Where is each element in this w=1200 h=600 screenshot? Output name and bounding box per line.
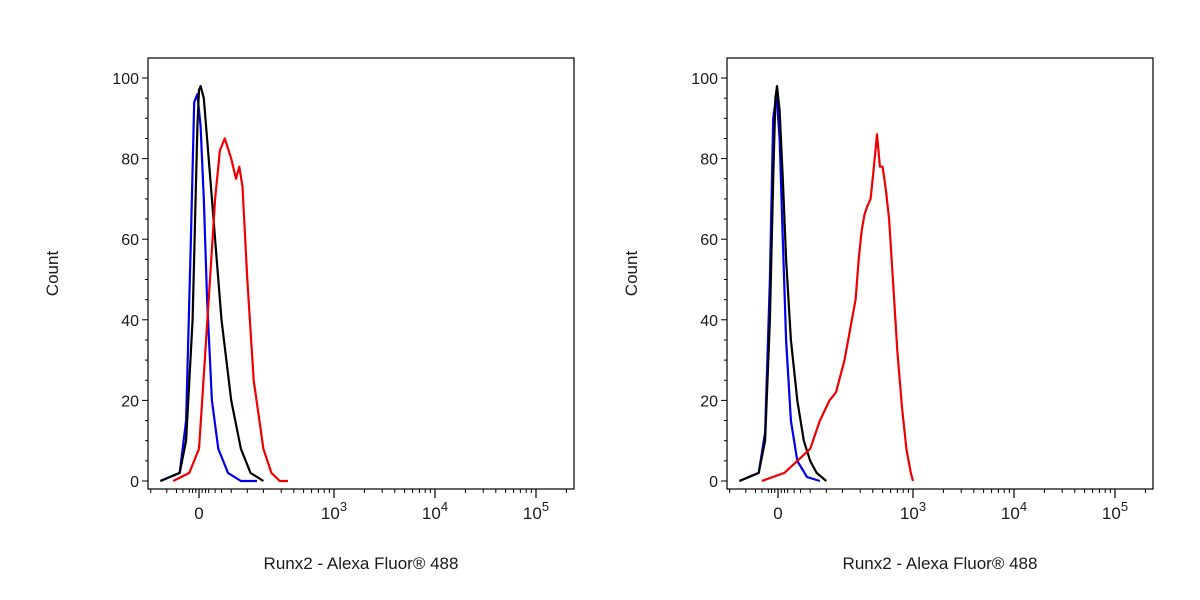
histogram-series-3	[761, 133, 915, 483]
x-tick-label: 105	[523, 499, 549, 523]
x-tick-label: 103	[321, 499, 347, 523]
plot-frame	[726, 57, 1154, 490]
y-tick-label: 40	[700, 313, 718, 330]
y-tick-label: 80	[121, 152, 139, 169]
x-tick-label: 104	[422, 499, 448, 523]
x-axis-label: Runx2 - Alexa Fluor® 488	[264, 554, 459, 573]
histogram-series-1	[738, 92, 821, 483]
y-axis-label: Count	[622, 251, 641, 297]
x-tick-label: 0	[773, 504, 782, 523]
histogram-series-2	[159, 84, 264, 483]
y-tick-label: 0	[709, 474, 718, 491]
y-axis-label: Count	[43, 251, 62, 297]
y-tick-label: 100	[691, 71, 718, 88]
y-tick-label: 40	[121, 313, 139, 330]
histogram-panel-1: 0 20 40 60 80 100 0 103 104 105 Runx2 - Alexa Fluo…	[43, 57, 575, 573]
y-tick-label: 0	[130, 474, 139, 491]
x-tick-label: 103	[900, 499, 926, 523]
y-tick-label: 60	[700, 232, 718, 249]
x-tick-label: 0	[194, 504, 203, 523]
histogram-series-2	[738, 84, 828, 483]
x-axis-label: Runx2 - Alexa Fluor® 488	[843, 554, 1038, 573]
y-tick-label: 100	[112, 71, 139, 88]
histogram-series-3	[172, 137, 288, 483]
x-tick-label: 104	[1001, 499, 1027, 523]
y-tick-label: 60	[121, 232, 139, 249]
histogram-panel-2: 0 20 40 60 80 100 0 103 104 105 Runx2 - Alexa Fluo…	[622, 57, 1154, 573]
plot-frame	[147, 57, 575, 490]
y-tick-label: 20	[700, 393, 718, 410]
y-tick-label: 80	[700, 152, 718, 169]
x-tick-label: 105	[1102, 499, 1128, 523]
histogram-series-1	[159, 92, 257, 483]
y-tick-label: 20	[121, 393, 139, 410]
